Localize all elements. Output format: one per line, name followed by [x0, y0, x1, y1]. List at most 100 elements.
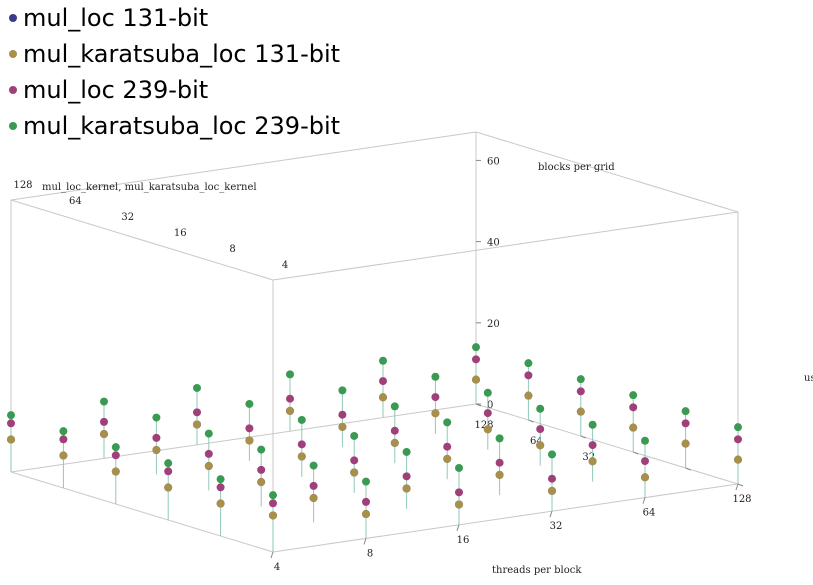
- data-point: [402, 447, 411, 456]
- y-tick-label: 16: [174, 228, 187, 239]
- y-tick-label: 64: [69, 196, 82, 207]
- data-point: [59, 451, 68, 460]
- y-tick: [685, 467, 691, 471]
- x-tick: [642, 497, 646, 504]
- box-edge: [10, 131, 477, 201]
- data-point: [483, 425, 492, 434]
- data-point: [286, 406, 294, 415]
- data-point: [152, 433, 161, 442]
- data-point: [402, 484, 411, 493]
- legend-item: mul_karatsuba_loc 131-bit: [4, 36, 340, 72]
- data-point: [286, 370, 294, 379]
- data-point: [100, 430, 108, 439]
- data-point: [379, 377, 387, 386]
- data-point: [7, 411, 15, 420]
- y-tick-label: 8: [229, 244, 235, 255]
- legend-marker-icon: [9, 50, 17, 58]
- data-point: [472, 355, 480, 364]
- legend-label: mul_karatsuba_loc 239-bit: [23, 112, 341, 140]
- legend-marker-icon: [9, 14, 17, 22]
- x-tick: [363, 538, 367, 545]
- z-tick-label: 40: [487, 238, 500, 249]
- data-point: [390, 402, 399, 411]
- data-point: [338, 386, 347, 395]
- box-edge: [10, 471, 274, 553]
- legend-item: mul_karatsuba_loc 239-bit: [4, 108, 340, 144]
- y-tick-label-front: 64: [530, 436, 543, 447]
- data-point: [431, 409, 440, 418]
- box-edge: [272, 211, 739, 281]
- y-tick-label: 32: [121, 212, 134, 223]
- legend: mul_loc 131-bit mul_karatsuba_loc 131-bit…: [4, 0, 340, 144]
- data-point: [524, 391, 533, 400]
- data-point: [245, 399, 254, 408]
- data-point: [193, 408, 201, 417]
- data-point: [455, 488, 463, 497]
- data-point: [495, 470, 504, 479]
- data-point: [483, 409, 492, 418]
- z-tick-label: 0: [487, 400, 493, 411]
- box-edge: [475, 131, 739, 213]
- data-point: [379, 356, 387, 365]
- data-point: [152, 446, 161, 455]
- data-point: [297, 440, 306, 449]
- data-point: [443, 442, 452, 451]
- y-tick-label: 4: [282, 260, 288, 271]
- data-point: [204, 429, 213, 438]
- data-point: [536, 441, 545, 450]
- data-point: [629, 391, 638, 400]
- data-point: [641, 436, 649, 445]
- legend-label: mul_loc 131-bit: [23, 4, 209, 32]
- data-point: [152, 413, 161, 422]
- data-point: [204, 449, 213, 458]
- x-axis-label: threads per block: [492, 565, 582, 576]
- data-point: [402, 472, 411, 481]
- data-point: [257, 465, 266, 474]
- box-edge: [10, 199, 274, 281]
- y-axis-label: blocks per grid: [538, 162, 615, 173]
- data-point: [111, 443, 120, 452]
- z-tick-label: 60: [487, 156, 500, 167]
- data-point: [245, 436, 254, 445]
- data-point: [431, 393, 440, 402]
- box-edge: [475, 403, 739, 485]
- data-point: [576, 387, 585, 396]
- data-point: [431, 372, 440, 381]
- x-tick-label: 16: [457, 535, 470, 546]
- y-tick: [580, 435, 586, 439]
- data-point: [297, 452, 306, 461]
- data-point: [379, 393, 387, 402]
- data-point: [390, 438, 399, 447]
- data-point: [548, 486, 556, 495]
- data-point: [443, 454, 452, 463]
- data-point: [495, 434, 504, 443]
- data-point: [100, 417, 108, 426]
- y-tick: [528, 419, 534, 423]
- data-point: [7, 435, 15, 444]
- data-point: [350, 468, 359, 477]
- legend-marker-icon: [9, 122, 17, 130]
- y-tick-label-front: 128: [474, 420, 493, 431]
- y-tick: [737, 483, 744, 487]
- data-point: [59, 427, 68, 436]
- data-point: [297, 415, 306, 424]
- data-point: [216, 475, 225, 484]
- data-point: [59, 435, 68, 444]
- data-point: [362, 510, 370, 519]
- x-tick-label: 128: [732, 494, 751, 505]
- z-axis-label: us: [804, 373, 813, 384]
- legend-label: mul_loc 239-bit: [23, 76, 209, 104]
- data-point: [734, 435, 742, 444]
- y-tick-label-front: 32: [582, 452, 595, 463]
- data-point: [204, 462, 213, 471]
- x-tick: [735, 483, 739, 491]
- data-point: [734, 455, 742, 464]
- legend-item: mul_loc 239-bit: [4, 72, 340, 108]
- data-point: [629, 423, 638, 432]
- data-point: [536, 404, 545, 413]
- data-point: [100, 397, 108, 406]
- data-point: [641, 457, 649, 466]
- data-point: [734, 423, 742, 432]
- axis-ticks: 4 8 16 32 64 128 4 8 16 32 64 128 32 64 128 0 20 40 60: [13, 156, 751, 573]
